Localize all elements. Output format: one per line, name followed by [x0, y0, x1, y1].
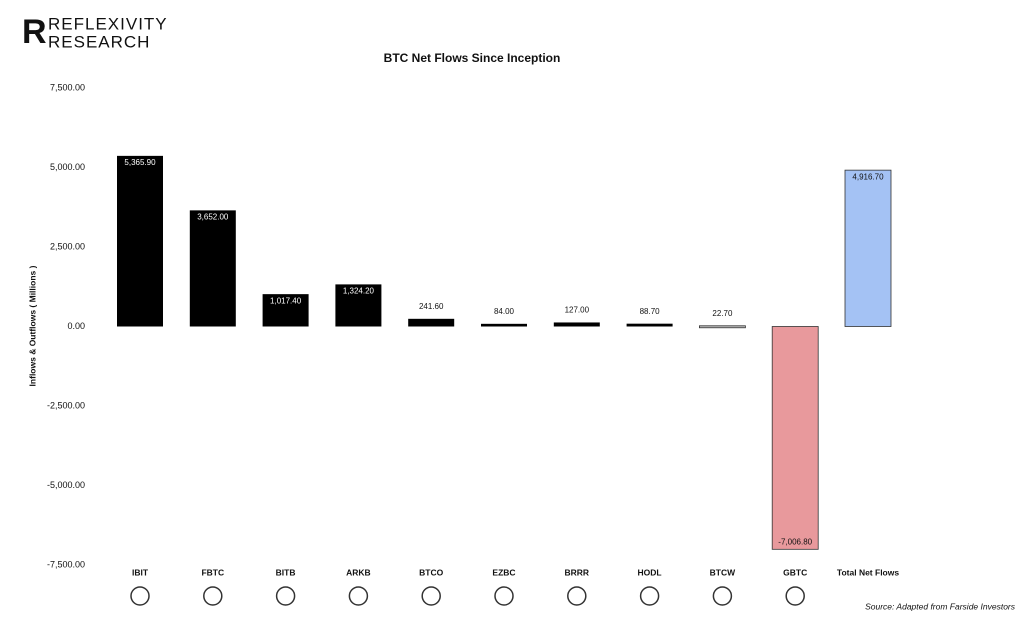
value-label: -7,006.80: [778, 537, 812, 546]
x-tick-label: HODL: [638, 567, 662, 577]
brand-line: REFLEXIVITY: [48, 14, 168, 33]
y-tick-label: -5,000.00: [47, 480, 85, 490]
x-tick-label: BTCO: [419, 567, 443, 577]
fund-icon: [348, 586, 369, 606]
x-tick-label: BTCW: [710, 567, 736, 577]
x-tick-label: Total Net Flows: [837, 567, 899, 577]
bar: [481, 323, 527, 327]
bar: [408, 318, 455, 327]
brand-line: RESEARCH: [48, 32, 150, 51]
x-tick-label: IBIT: [132, 567, 149, 577]
value-label: 4,916.70: [852, 172, 884, 181]
x-tick-label: BITB: [276, 567, 296, 577]
fund-icon: [275, 586, 296, 606]
value-label: 22.70: [712, 309, 733, 318]
x-tick-label: ARKB: [346, 567, 371, 577]
bar: [117, 155, 163, 327]
bar: [626, 323, 673, 327]
y-tick-label: 0.00: [67, 321, 85, 331]
bar: [553, 322, 600, 327]
value-label: 84.00: [494, 307, 515, 316]
y-tick-label: 2,500.00: [50, 241, 85, 251]
source-note: Source: Adapted from Farside Investors: [865, 601, 1016, 611]
bar: [335, 284, 382, 327]
y-tick-label: -7,500.00: [47, 559, 85, 569]
y-tick-label: 5,000.00: [50, 162, 85, 172]
value-label: 241.60: [419, 302, 444, 311]
bar: [771, 326, 819, 550]
bar: [262, 294, 309, 327]
bar: [189, 210, 236, 327]
bar: [844, 169, 892, 327]
value-label: 127.00: [565, 306, 590, 315]
value-label: 1,324.20: [343, 286, 375, 295]
y-axis-label: Inflows & Outflows ( Millions ): [27, 265, 37, 386]
logo-r: R: [22, 13, 47, 51]
fund-icon: [712, 586, 733, 606]
fund-icon: [639, 586, 660, 606]
value-label: 5,365.90: [124, 158, 156, 167]
y-tick-label: -2,500.00: [47, 400, 85, 410]
fund-icon: [567, 586, 587, 606]
x-tick-label: BRRR: [565, 567, 590, 577]
x-tick-label: FBTC: [201, 567, 224, 577]
fund-icon: [494, 586, 514, 606]
x-tick-label: EZBC: [492, 567, 515, 577]
value-label: 3,652.00: [197, 212, 229, 221]
fund-icon: [421, 586, 441, 606]
value-label: 1,017.40: [270, 296, 302, 305]
value-label: 88.70: [640, 307, 661, 316]
bar: [699, 325, 746, 329]
fund-icon: [785, 586, 805, 606]
chart-title: BTC Net Flows Since Inception: [384, 51, 561, 65]
fund-icon: [130, 586, 150, 606]
fund-icon: [203, 586, 223, 606]
y-tick-label: 7,500.00: [50, 82, 85, 92]
x-tick-label: GBTC: [783, 567, 807, 577]
